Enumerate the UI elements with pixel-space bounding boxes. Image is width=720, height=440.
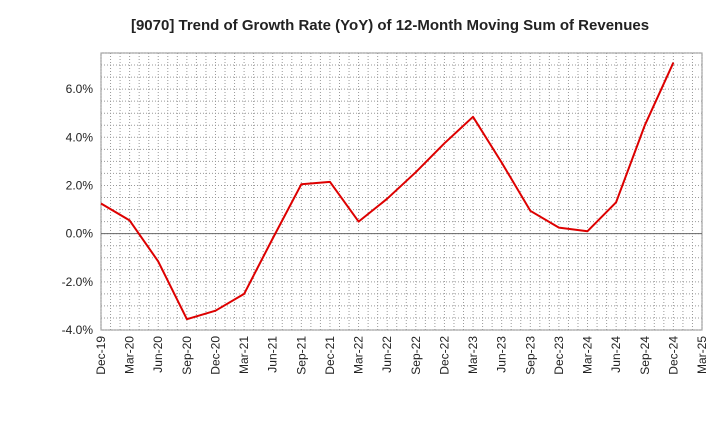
chart-title: [9070] Trend of Growth Rate (YoY) of 12-… xyxy=(131,17,649,34)
x-tick-label: Sep-23 xyxy=(523,336,537,375)
x-tick-label: Jun-23 xyxy=(495,336,509,373)
y-tick-label: -2.0% xyxy=(62,275,94,289)
x-tick-label: Sep-21 xyxy=(294,336,308,375)
x-tick-label: Dec-24 xyxy=(666,336,680,375)
x-tick-label: Mar-25 xyxy=(695,336,709,374)
y-tick-label: 4.0% xyxy=(66,130,94,144)
x-tick-label: Mar-23 xyxy=(466,336,480,374)
x-tick-label: Sep-24 xyxy=(638,336,652,375)
x-tick-label: Mar-22 xyxy=(352,336,366,374)
y-tick-label: -4.0% xyxy=(62,323,94,337)
x-tick-label: Jun-21 xyxy=(266,336,280,373)
x-tick-label: Dec-20 xyxy=(208,336,222,375)
x-tick-label: Dec-21 xyxy=(323,336,337,375)
x-tick-label: Sep-20 xyxy=(180,336,194,375)
axis-labels: -4.0% -2.0% 0.0% 2.0% 4.0% 6.0% Dec-19 Mar-20 Ju… xyxy=(62,82,709,375)
x-tick-label: Dec-19 xyxy=(94,336,108,375)
grid-lines xyxy=(100,52,703,331)
x-tick-label: Dec-23 xyxy=(552,336,566,375)
x-tick-label: Jun-20 xyxy=(151,336,165,373)
series-line xyxy=(100,62,675,321)
plot-area xyxy=(100,52,703,331)
x-tick-label: Mar-21 xyxy=(237,336,251,374)
x-tick-label: Mar-24 xyxy=(581,336,595,374)
x-tick-label: Mar-20 xyxy=(123,336,137,374)
y-tick-label: 0.0% xyxy=(66,227,94,241)
y-tick-label: 2.0% xyxy=(66,178,94,192)
series-layer xyxy=(100,62,675,321)
x-tick-label: Jun-24 xyxy=(609,336,623,373)
x-tick-label: Jun-22 xyxy=(380,336,394,373)
y-tick-label: 6.0% xyxy=(66,82,94,96)
x-tick-label: Sep-22 xyxy=(409,336,423,375)
x-tick-label: Dec-22 xyxy=(437,336,451,375)
